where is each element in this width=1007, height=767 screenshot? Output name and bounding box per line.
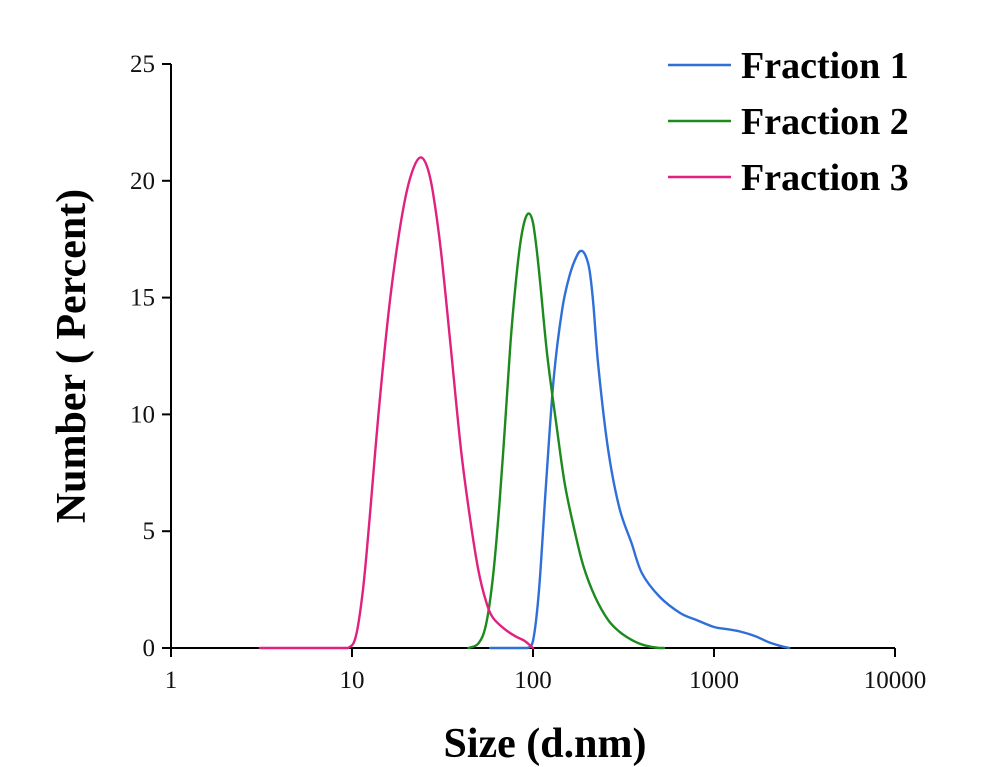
y-tick-label: 5 bbox=[143, 518, 156, 545]
x-tick-label: 10 bbox=[340, 667, 365, 694]
y-tick-label: 20 bbox=[130, 168, 155, 195]
y-tick-label: 15 bbox=[130, 285, 155, 312]
y-tick-label: 0 bbox=[143, 635, 156, 662]
series-group bbox=[258, 156, 791, 650]
x-tick-label: 100 bbox=[514, 667, 552, 694]
ticks-group: 0 5 10 15 20 25 1 10 100 1000 10000 bbox=[130, 51, 926, 694]
legend-label-fraction-1: Fraction 1 bbox=[741, 45, 909, 87]
y-axis-title: Number ( Percent) bbox=[49, 189, 95, 523]
series-line-fraction-2 bbox=[467, 212, 666, 650]
legend: Fraction 1 Fraction 2 Fraction 3 bbox=[668, 45, 909, 199]
x-tick-label: 1 bbox=[165, 667, 178, 694]
y-tick-label: 25 bbox=[130, 51, 155, 78]
x-tick-label: 1000 bbox=[689, 667, 739, 694]
axes-group bbox=[170, 64, 895, 649]
series-line-fraction-1 bbox=[488, 249, 791, 650]
legend-label-fraction-3: Fraction 3 bbox=[741, 157, 909, 199]
series-line-fraction-3 bbox=[258, 156, 535, 650]
x-axis-title: Size (d.nm) bbox=[444, 721, 647, 767]
legend-label-fraction-2: Fraction 2 bbox=[741, 101, 909, 143]
x-tick-label: 10000 bbox=[864, 667, 927, 694]
y-tick-label: 10 bbox=[130, 401, 155, 428]
